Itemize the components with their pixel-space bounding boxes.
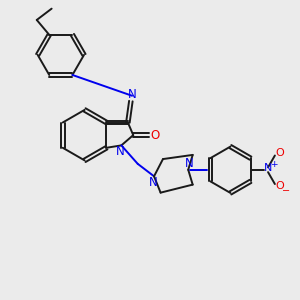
Text: N: N (185, 157, 194, 170)
Text: O: O (151, 129, 160, 142)
Text: N: N (148, 176, 157, 189)
Text: O: O (276, 182, 285, 191)
Text: N: N (264, 163, 272, 173)
Text: N: N (128, 88, 136, 101)
Text: −: − (282, 186, 290, 196)
Text: O: O (276, 148, 285, 158)
Text: +: + (270, 160, 277, 169)
Text: N: N (116, 146, 124, 158)
